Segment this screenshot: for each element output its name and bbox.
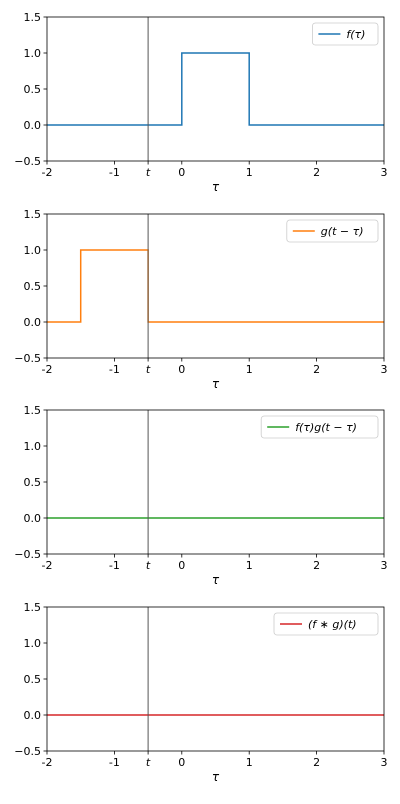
x-tick-label: 3 — [381, 756, 388, 769]
x-tick-label: 2 — [313, 363, 320, 376]
x-tick-label: 3 — [381, 166, 388, 179]
y-tick-label: 0.5 — [24, 673, 42, 686]
series-line — [47, 52, 384, 126]
y-tick-label: 1.5 — [24, 11, 42, 24]
x-tick-label: -2 — [42, 559, 53, 572]
y-tick-label: 1.0 — [24, 244, 42, 257]
x-tick-label: t — [146, 363, 151, 376]
legend-label: f(τ)g(t − τ) — [295, 421, 357, 434]
legend-box — [273, 612, 379, 636]
y-tick-label: 1.0 — [24, 637, 42, 650]
x-tick-label: 2 — [313, 559, 320, 572]
x-tick-label: 3 — [381, 363, 388, 376]
y-tick-label: 0.5 — [24, 83, 42, 96]
legend-label: g(t − τ) — [321, 225, 364, 238]
x-tick-label: -1 — [109, 363, 120, 376]
x-tick-label: -1 — [109, 756, 120, 769]
y-tick-label: 1.5 — [24, 208, 42, 221]
subplot-2: -2 -1 t 0 1 2 3 −0.5 0.0 0.5 1.0 1.5 τ g(t − τ) — [14, 208, 387, 391]
x-tick-label: -1 — [109, 166, 120, 179]
x-tick-label: 0 — [178, 756, 185, 769]
legend-box — [286, 219, 379, 243]
x-axis-label: τ — [212, 770, 220, 784]
y-tick-label: 1.0 — [24, 440, 42, 453]
y-tick-label: 0.0 — [24, 709, 42, 722]
series-line — [47, 249, 384, 323]
x-tick-label: t — [146, 559, 151, 572]
x-axis-label: τ — [212, 377, 220, 391]
x-tick-label: 1 — [246, 756, 253, 769]
y-tick-label: 0.0 — [24, 316, 42, 329]
y-tick-label: 1.5 — [24, 404, 42, 417]
y-tick-label: 0.5 — [24, 280, 42, 293]
legend: (f ∗ g)(t) — [273, 612, 379, 636]
y-tick-label: 0.0 — [24, 119, 42, 132]
subplot-1: -2 -1 t 0 1 2 3 −0.5 0.0 0.5 1.0 1.5 τ f(τ) — [14, 11, 387, 194]
x-tick-label: 2 — [313, 756, 320, 769]
x-tick-label: 1 — [246, 166, 253, 179]
x-tick-label: 0 — [178, 166, 185, 179]
legend-box — [260, 415, 379, 439]
legend: g(t − τ) — [286, 219, 379, 243]
x-tick-label: -2 — [42, 166, 53, 179]
x-tick-label: t — [146, 756, 151, 769]
y-tick-label: 0.0 — [24, 512, 42, 525]
y-tick-label: −0.5 — [14, 548, 41, 561]
x-axis-label: τ — [212, 180, 220, 194]
x-tick-label: 3 — [381, 559, 388, 572]
subplot-3: -2 -1 t 0 1 2 3 −0.5 0.0 0.5 1.0 1.5 τ f(τ)g(t − τ) — [14, 404, 387, 587]
x-tick-label: -2 — [42, 756, 53, 769]
y-tick-label: −0.5 — [14, 352, 41, 365]
y-tick-label: −0.5 — [14, 745, 41, 758]
legend: f(τ)g(t − τ) — [260, 415, 379, 439]
x-axis-label: τ — [212, 573, 220, 587]
x-tick-label: -2 — [42, 363, 53, 376]
y-tick-label: 1.0 — [24, 47, 42, 60]
x-tick-label: 2 — [313, 166, 320, 179]
legend-label: f(τ) — [346, 28, 365, 41]
y-tick-label: 0.5 — [24, 476, 42, 489]
y-tick-label: 1.5 — [24, 601, 42, 614]
x-tick-label: -1 — [109, 559, 120, 572]
y-tick-label: −0.5 — [14, 155, 41, 168]
legend: f(τ) — [311, 22, 379, 46]
x-tick-label: 1 — [246, 363, 253, 376]
x-tick-label: 0 — [178, 363, 185, 376]
x-tick-label: t — [146, 166, 151, 179]
legend-label: (f ∗ g)(t) — [308, 618, 357, 631]
x-tick-label: 0 — [178, 559, 185, 572]
legend-box — [311, 22, 379, 46]
x-tick-label: 1 — [246, 559, 253, 572]
subplot-4: -2 -1 t 0 1 2 3 −0.5 0.0 0.5 1.0 1.5 τ (f ∗ g)(t) — [14, 601, 387, 784]
